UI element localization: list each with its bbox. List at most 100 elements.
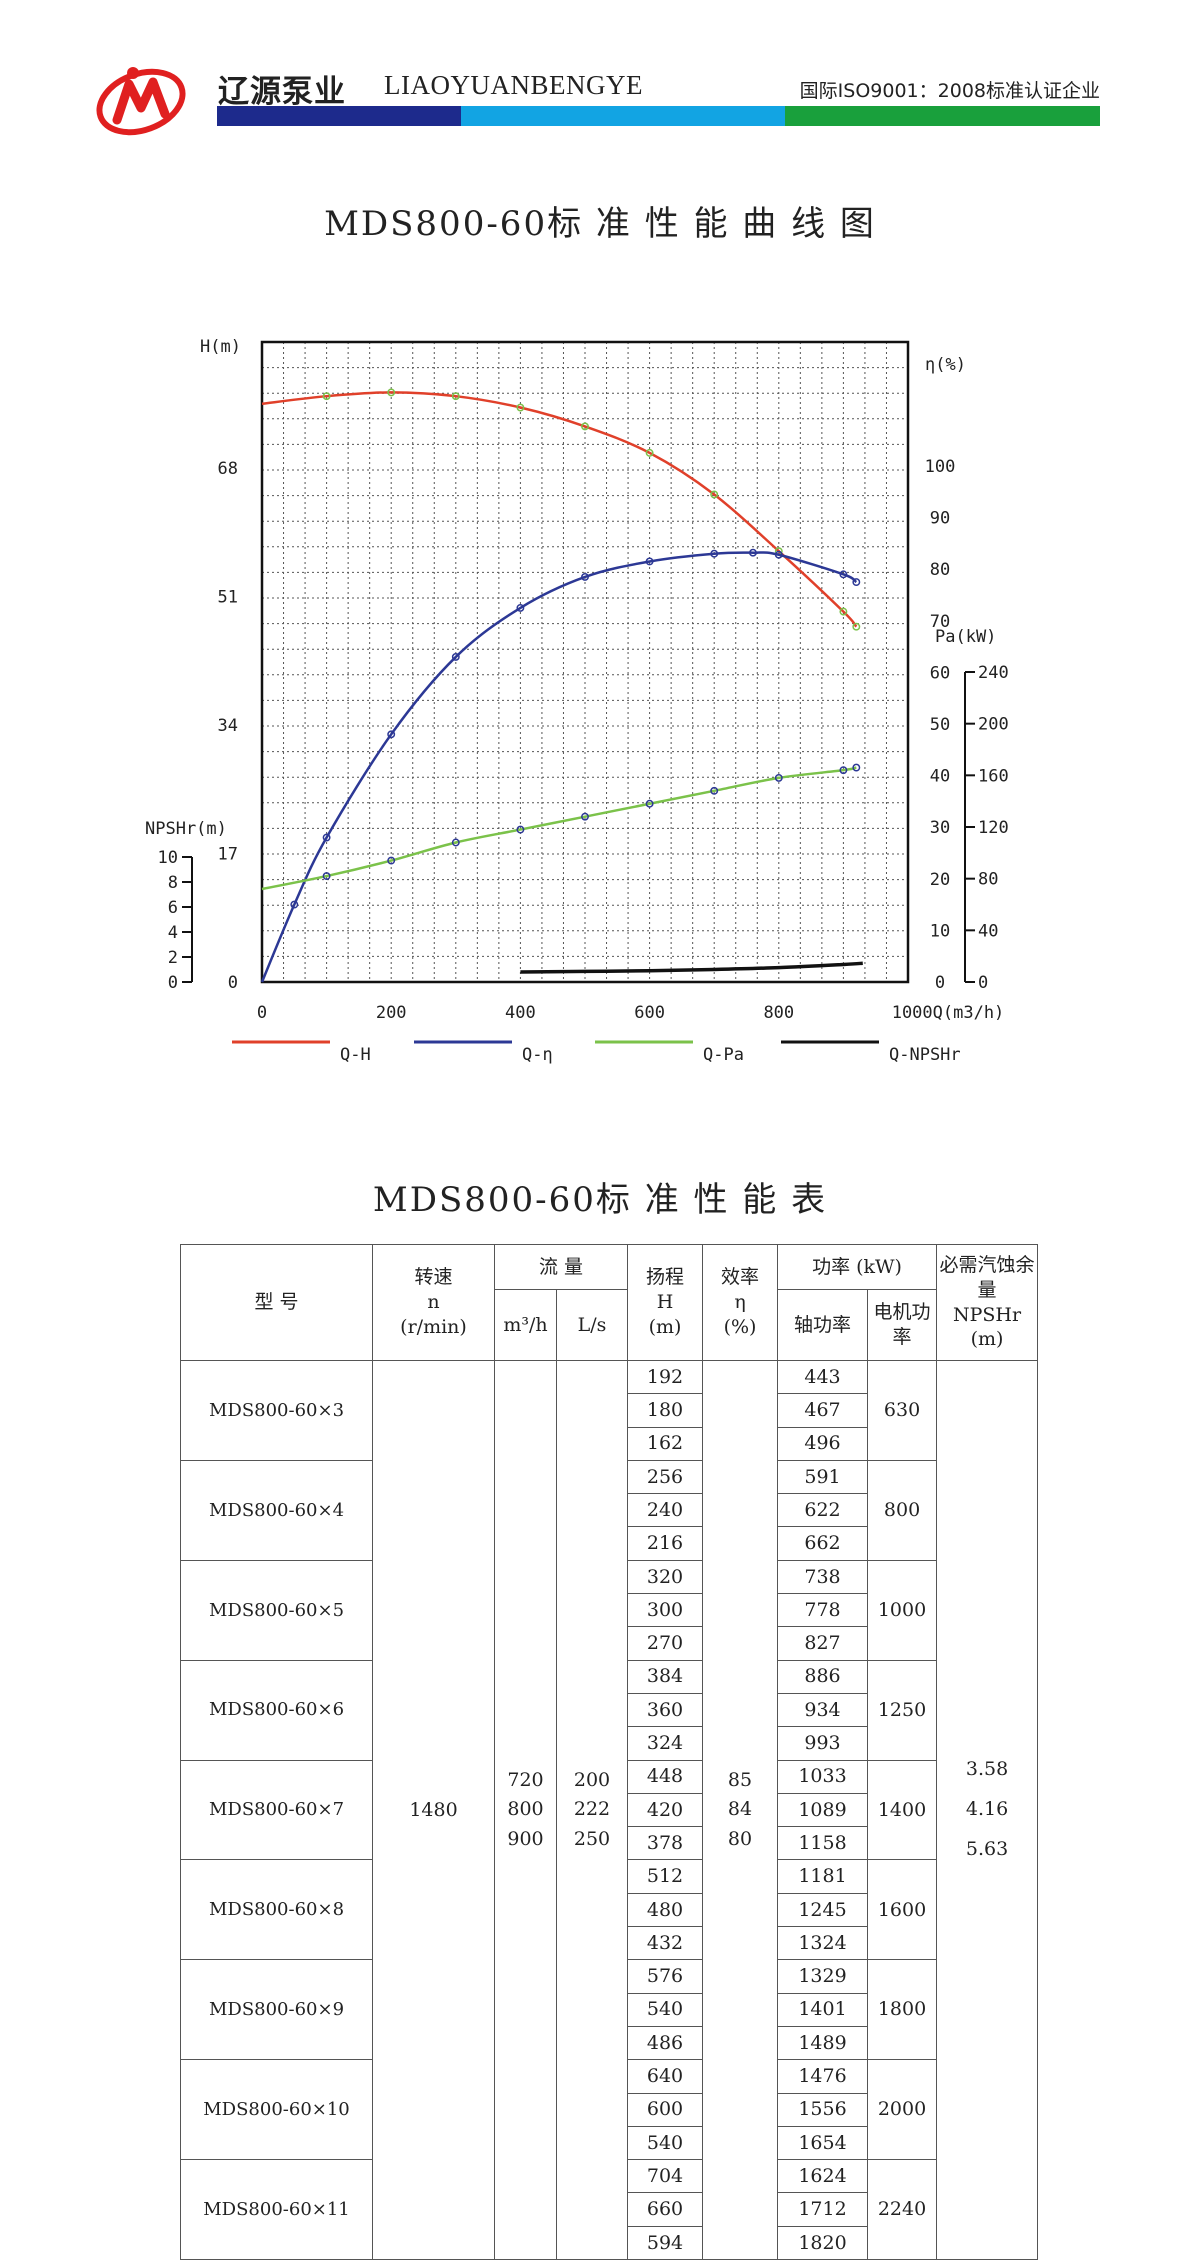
shaft-power-cell: 1033	[777, 1759, 869, 1794]
eta-tick-label: 100	[925, 457, 956, 477]
table-title: MDS800-60标 准 性 能 表	[372, 1180, 828, 1220]
table-row: 480 1245	[181, 1892, 1038, 1928]
table-row: 432 1324	[181, 1926, 1038, 1961]
shaft-power-cell: 1489	[777, 2025, 869, 2061]
series-q-h-point	[710, 490, 719, 499]
shaft-power-cell: 827	[777, 1626, 869, 1661]
table-row: 378 1158	[181, 1826, 1038, 1861]
table-row: 270 827	[181, 1626, 1038, 1661]
npshr-cell: 3.58 4.16 5.63	[936, 1359, 1039, 2260]
table-body: MDS800-60×3 1480 720 800 900 200 222 250 192 85 84…	[180, 1359, 1039, 2260]
table-row: 180 467	[181, 1393, 1038, 1428]
head-cell: 480	[627, 1892, 704, 1928]
series-q--point	[852, 578, 861, 587]
eta-tick-label: 70	[930, 612, 950, 632]
eta-tick-label: 40	[930, 767, 950, 787]
h-axis-label: H(m)	[200, 337, 241, 357]
header-bar-cyan	[461, 106, 785, 126]
shaft-power-cell: 443	[777, 1359, 869, 1395]
table-row: MDS800-60×6 384 886 1250	[180, 1659, 1038, 1761]
shaft-power-cell: 622	[777, 1493, 869, 1528]
eta-axis-label: η(%)	[925, 355, 966, 375]
series-q--point	[516, 603, 525, 612]
pa-tick-label: 240	[978, 663, 1009, 683]
eta-tick-label: 50	[930, 715, 950, 735]
table-row: 162 496	[181, 1426, 1038, 1461]
series-q--point	[839, 570, 848, 579]
head-cell: 360	[627, 1692, 704, 1728]
shaft-power-cell: 1820	[777, 2225, 869, 2260]
series-q-pa-point	[451, 838, 460, 847]
shaft-power-cell: 467	[777, 1393, 869, 1428]
eta-tick-label: 80	[930, 560, 950, 580]
head-cell: 192	[627, 1359, 704, 1395]
series-q-pa-line	[261, 766, 857, 891]
header-head: 扬程 H (m)	[627, 1244, 704, 1361]
eta-tick-label: 20	[930, 870, 950, 890]
header-model: 型 号	[180, 1244, 373, 1361]
model-name-cell: MDS800-60×8	[180, 1859, 373, 1961]
eta-tick-label: 90	[930, 509, 950, 529]
header-flow: 流 量	[493, 1244, 629, 1290]
table-row: 324 993	[181, 1726, 1038, 1761]
series-q--point	[749, 548, 757, 557]
series-q--point	[451, 652, 460, 661]
header-shaft-power: 轴功率	[777, 1289, 869, 1361]
motor-power-cell: 2240	[867, 2159, 938, 2260]
head-cell: 324	[627, 1726, 704, 1761]
head-cell: 540	[627, 2125, 704, 2161]
h-tick-label: 0	[228, 973, 238, 993]
shaft-power-cell: 1245	[777, 1892, 869, 1928]
model-name-cell: MDS800-60×10	[180, 2059, 373, 2161]
head-cell: 640	[627, 2059, 704, 2094]
eta-tick-label: 0	[935, 973, 945, 993]
speed-cell: 1480	[372, 1359, 495, 2260]
header-motor-power: 电机功率	[867, 1289, 938, 1361]
series-q--point	[322, 833, 331, 842]
x-tick-label: 0	[257, 1003, 267, 1023]
shaft-power-cell: 1556	[777, 2092, 869, 2127]
efficiency-cell: 85 84 80	[702, 1359, 779, 2260]
shaft-power-cell: 1158	[777, 1826, 869, 1861]
series-q--point	[581, 572, 589, 581]
model-name-cell: MDS800-60×3	[180, 1360, 373, 1461]
pa-tick-label: 0	[978, 973, 988, 993]
table-row: 660 1712	[181, 2192, 1038, 2227]
model-name-cell: MDS800-60×7	[180, 1759, 373, 1861]
head-cell: 256	[627, 1459, 704, 1495]
series-q-pa-point	[774, 773, 783, 782]
x-tick-label: 1000Q(m3/h)	[892, 1003, 1005, 1023]
shaft-power-cell: 1624	[777, 2159, 869, 2194]
series-q-pa-point	[581, 812, 589, 821]
legend-label: Q-η	[522, 1045, 553, 1065]
chart-title: MDS800-60标 准 性 能 曲 线 图	[324, 204, 876, 244]
npshr-tick-label: 6	[168, 898, 178, 918]
flow-m3h-cell: 720 800 900	[494, 1359, 557, 2260]
head-cell: 540	[627, 1992, 704, 2027]
head-cell: 594	[627, 2225, 704, 2260]
motor-power-cell: 1250	[867, 1659, 938, 1761]
motor-power-cell: 1800	[867, 1959, 938, 2061]
motor-power-cell: 630	[867, 1360, 938, 1461]
h-tick-label: 34	[218, 716, 238, 736]
head-cell: 320	[627, 1559, 704, 1595]
shaft-power-cell: 993	[777, 1726, 869, 1761]
series-q-h-point	[581, 422, 589, 431]
head-cell: 384	[627, 1659, 704, 1694]
series-q--point	[710, 549, 719, 558]
series-q--line	[260, 551, 858, 983]
legend-label: Q-NPSHr	[889, 1045, 961, 1065]
table-row: 360 934	[181, 1692, 1038, 1728]
table-row: 240 622	[181, 1493, 1038, 1528]
shaft-power-cell: 591	[777, 1459, 869, 1495]
pa-tick-label: 120	[978, 818, 1009, 838]
h-tick-label: 17	[218, 845, 238, 865]
shaft-power-cell: 1476	[777, 2059, 869, 2094]
series-q-h-line	[261, 391, 858, 628]
npshr-tick-label: 10	[158, 848, 178, 868]
flow-ls-cell: 200 222 250	[555, 1359, 629, 2260]
head-cell: 162	[627, 1426, 704, 1461]
series-q-pa-point	[852, 763, 861, 772]
table-row: 540 1654	[181, 2125, 1038, 2161]
motor-power-cell: 2000	[867, 2059, 938, 2161]
